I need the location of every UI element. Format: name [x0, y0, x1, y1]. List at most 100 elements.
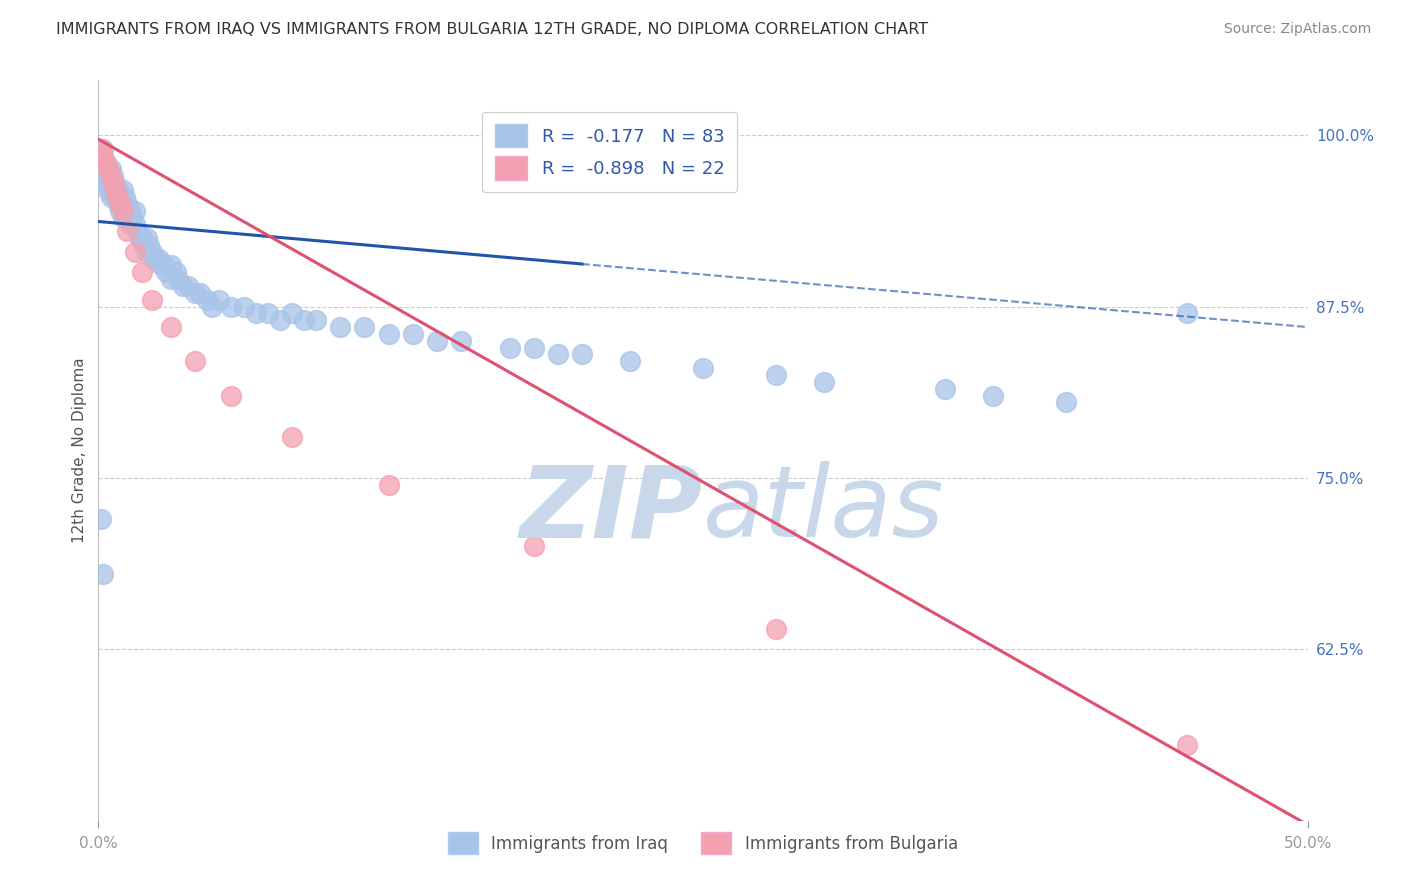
Point [90, 169, 112, 184]
Point [118, 217, 141, 231]
Point [426, 334, 449, 348]
Point [167, 272, 190, 286]
Point [135, 231, 157, 245]
Point [111, 203, 134, 218]
Point [108, 196, 131, 211]
Point [107, 183, 129, 197]
Point [91, 566, 114, 581]
Point [104, 183, 127, 197]
Point [100, 169, 122, 184]
Point [97, 169, 120, 184]
Point [184, 354, 207, 368]
Point [155, 265, 177, 279]
Point [232, 300, 254, 314]
Point [152, 259, 174, 273]
Point [619, 354, 641, 368]
Text: ZIP: ZIP [520, 461, 703, 558]
Point [143, 252, 166, 266]
Point [111, 196, 134, 211]
Point [117, 211, 139, 225]
Point [124, 203, 146, 218]
Point [292, 313, 315, 327]
Point [195, 293, 218, 307]
Point [201, 300, 224, 314]
Point [114, 203, 136, 218]
Point [117, 224, 139, 238]
Point [329, 320, 352, 334]
Point [100, 176, 122, 190]
Point [91, 162, 114, 177]
Point [101, 183, 124, 197]
Point [981, 389, 1004, 403]
Point [256, 306, 278, 320]
Point [141, 244, 163, 259]
Point [150, 259, 173, 273]
Point [165, 265, 187, 279]
Point [121, 211, 143, 225]
Point [100, 190, 122, 204]
Point [934, 382, 956, 396]
Point [305, 313, 328, 327]
Point [571, 347, 593, 361]
Point [94, 155, 117, 169]
Point [117, 196, 139, 211]
Point [91, 142, 114, 156]
Point [281, 430, 304, 444]
Point [141, 293, 163, 307]
Point [94, 176, 117, 190]
Point [172, 279, 194, 293]
Point [101, 176, 124, 190]
Point [104, 176, 127, 190]
Point [127, 224, 149, 238]
Point [107, 190, 129, 204]
Point [523, 540, 546, 554]
Point [131, 231, 153, 245]
Point [107, 196, 129, 211]
Point [145, 252, 167, 266]
Point [90, 142, 112, 156]
Point [131, 265, 153, 279]
Point [138, 237, 160, 252]
Point [118, 203, 141, 218]
Point [124, 217, 146, 231]
Point [124, 244, 146, 259]
Y-axis label: 12th Grade, No Diploma: 12th Grade, No Diploma [72, 358, 87, 543]
Point [765, 622, 787, 636]
Point [1054, 395, 1077, 409]
Point [1175, 306, 1198, 320]
Point [269, 313, 291, 327]
Point [221, 300, 243, 314]
Point [188, 285, 211, 300]
Point [765, 368, 787, 382]
Point [813, 375, 835, 389]
Point [134, 237, 156, 252]
Point [104, 190, 127, 204]
Point [281, 306, 304, 320]
Point [111, 211, 134, 225]
Point [208, 293, 231, 307]
Point [523, 341, 546, 355]
Point [128, 231, 150, 245]
Point [498, 341, 520, 355]
Point [547, 347, 569, 361]
Text: atlas: atlas [703, 461, 945, 558]
Point [90, 512, 112, 526]
Point [148, 252, 170, 266]
Point [160, 259, 183, 273]
Point [450, 334, 472, 348]
Point [353, 320, 375, 334]
Point [160, 320, 183, 334]
Point [377, 326, 399, 341]
Text: Source: ZipAtlas.com: Source: ZipAtlas.com [1223, 22, 1371, 37]
Point [97, 183, 120, 197]
Point [114, 190, 136, 204]
Point [94, 155, 117, 169]
Point [111, 183, 134, 197]
Point [100, 162, 122, 177]
Point [184, 285, 207, 300]
Point [1175, 738, 1198, 752]
Point [101, 169, 124, 184]
Point [245, 306, 267, 320]
Text: IMMIGRANTS FROM IRAQ VS IMMIGRANTS FROM BULGARIA 12TH GRADE, NO DIPLOMA CORRELAT: IMMIGRANTS FROM IRAQ VS IMMIGRANTS FROM … [56, 22, 928, 37]
Point [160, 272, 183, 286]
